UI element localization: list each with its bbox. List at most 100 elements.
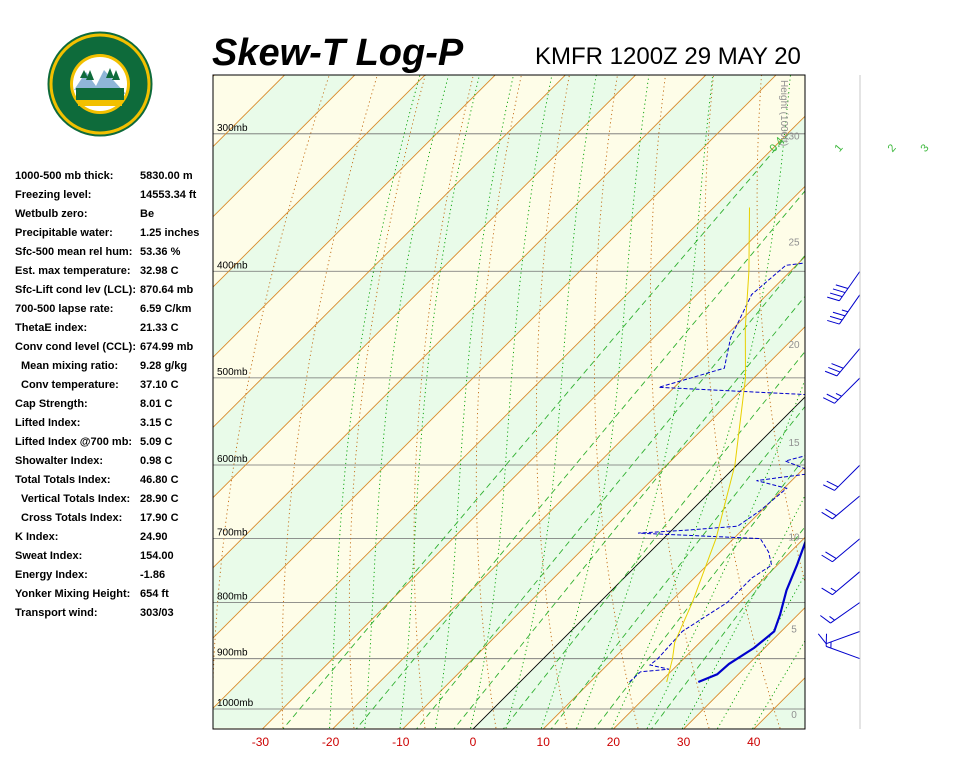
height-label: 30 bbox=[788, 131, 800, 142]
temperature-profile bbox=[697, 539, 805, 684]
freezing-isotherm bbox=[472, 396, 805, 729]
isotherm-line bbox=[542, 466, 805, 729]
x-tick-label: 10 bbox=[537, 735, 551, 749]
index-row: Sweat Index: 154.00 bbox=[15, 548, 215, 567]
moist-adiabat bbox=[399, 75, 480, 729]
chart-title: Skew-T Log-P bbox=[212, 32, 464, 74]
station-time: KMFR 1200Z 29 MAY 20 bbox=[535, 43, 801, 70]
index-value: 28.90 C bbox=[140, 493, 179, 505]
wind-barb-flag bbox=[821, 511, 833, 520]
index-value: 0.98 C bbox=[140, 455, 173, 467]
index-label: Sfc-500 mean rel hum: bbox=[15, 246, 133, 258]
wind-barb bbox=[825, 633, 861, 660]
wind-barb-flag bbox=[830, 587, 837, 592]
isobar-label: 700mb bbox=[217, 528, 248, 539]
wind-barb bbox=[824, 347, 861, 377]
wind-barb bbox=[820, 601, 861, 624]
index-value: 32.98 C bbox=[140, 265, 179, 277]
isotherm-line bbox=[261, 185, 805, 729]
mixing-ratio-line bbox=[453, 295, 805, 729]
wind-barb bbox=[823, 377, 861, 404]
isobar-label: 600mb bbox=[217, 454, 248, 465]
wind-barb-flag bbox=[820, 615, 831, 624]
index-row: K Index: 24.90 bbox=[15, 529, 215, 548]
moist-adiabat bbox=[364, 75, 450, 729]
height-label: 25 bbox=[788, 238, 800, 249]
moist-adiabat bbox=[611, 75, 791, 729]
wind-barb-shaft bbox=[826, 645, 861, 660]
parcel-profile bbox=[666, 207, 750, 683]
plot-frame bbox=[212, 74, 806, 730]
height-label: 15 bbox=[788, 438, 800, 449]
height-axis-title: Height (1000ft) bbox=[778, 80, 789, 146]
index-value: 17.90 C bbox=[140, 512, 179, 524]
index-value: 21.33 C bbox=[140, 322, 179, 334]
wind-barb bbox=[827, 270, 861, 302]
index-label: 1000-500 mb thick: bbox=[15, 170, 114, 182]
x-tick-label: 30 bbox=[677, 735, 691, 749]
index-value: 154.00 bbox=[140, 550, 174, 562]
isotherm-line bbox=[213, 115, 805, 709]
isobar-label: 800mb bbox=[217, 591, 248, 602]
isotherm-line bbox=[798, 0, 960, 755]
isotherm-line bbox=[213, 75, 356, 218]
index-label: Energy Index: bbox=[15, 569, 88, 581]
index-label: Freezing level: bbox=[15, 189, 92, 201]
index-label: Total Totals Index: bbox=[15, 474, 111, 486]
wind-barb-flag bbox=[828, 366, 841, 373]
isotherm-line bbox=[213, 75, 707, 569]
index-value: 14553.34 ft bbox=[140, 189, 197, 201]
index-row: Showalter Index: 0.98 C bbox=[15, 453, 215, 472]
index-row: Conv temperature: 37.10 C bbox=[15, 377, 215, 396]
wind-barb-flag bbox=[823, 397, 835, 404]
index-value: 870.64 mb bbox=[140, 284, 194, 296]
index-value: 674.99 mb bbox=[140, 341, 194, 353]
wind-barb bbox=[817, 630, 861, 645]
index-label: 700-500 lapse rate: bbox=[15, 303, 114, 315]
index-row: ThetaE index: 21.33 C bbox=[15, 320, 215, 339]
isotherm-band bbox=[213, 116, 805, 728]
index-label: Sfc-Lift cond lev (LCL): bbox=[15, 284, 136, 296]
index-row: Lifted Index @700 mb: 5.09 C bbox=[15, 434, 215, 453]
index-row: Wetbulb zero: Be bbox=[15, 206, 215, 225]
wind-barb-flag bbox=[821, 587, 833, 596]
index-value: 37.10 C bbox=[140, 379, 179, 391]
height-label: 20 bbox=[788, 340, 800, 351]
index-row: Cap Strength: 8.01 C bbox=[15, 396, 215, 415]
wind-barb-flag bbox=[817, 633, 827, 644]
dry-adiabat bbox=[905, 0, 960, 732]
mixing-ratio-line bbox=[650, 526, 805, 729]
wind-barb bbox=[827, 294, 861, 325]
mixing-ratio-label: 2 bbox=[886, 142, 899, 154]
index-label: Wetbulb zero: bbox=[15, 208, 88, 220]
wind-barb-shaft bbox=[832, 538, 861, 563]
index-row: 700-500 lapse rate: 6.59 C/km bbox=[15, 301, 215, 320]
x-tick-label: 40 bbox=[747, 735, 761, 749]
index-row: Precipitable water: 1.25 inches bbox=[15, 225, 215, 244]
wind-barb-flag bbox=[829, 292, 843, 298]
index-label: Est. max temperature: bbox=[15, 265, 131, 277]
wind-barb-flag bbox=[825, 551, 837, 559]
wind-barb-flag bbox=[826, 393, 839, 401]
index-label: Cross Totals Index: bbox=[21, 512, 123, 524]
dewpoint-profile bbox=[629, 262, 805, 683]
wind-barb-flag bbox=[821, 554, 833, 563]
dry-adiabat bbox=[857, 0, 960, 732]
index-label: Showalter Index: bbox=[15, 455, 104, 467]
index-row: Sfc-500 mean rel hum: 53.36 % bbox=[15, 244, 215, 263]
index-row: Vertical Totals Index: 28.90 C bbox=[15, 491, 215, 510]
index-row: Cross Totals Index: 17.90 C bbox=[15, 510, 215, 529]
index-row: Yonker Mixing Height: 654 ft bbox=[15, 586, 215, 605]
index-value: 46.80 C bbox=[140, 474, 179, 486]
mixing-ratio-line bbox=[355, 190, 805, 729]
stability-indices-panel: 1000-500 mb thick: 5830.00 m Freezing leve… bbox=[15, 168, 215, 624]
index-value: 654 ft bbox=[140, 588, 169, 600]
x-tick-label: -20 bbox=[322, 735, 340, 749]
isotherm-line bbox=[213, 75, 777, 639]
height-label: 0 bbox=[791, 710, 797, 721]
index-value: Be bbox=[140, 208, 155, 220]
isotherm-line bbox=[402, 326, 805, 729]
wind-barb-flag bbox=[835, 392, 842, 397]
